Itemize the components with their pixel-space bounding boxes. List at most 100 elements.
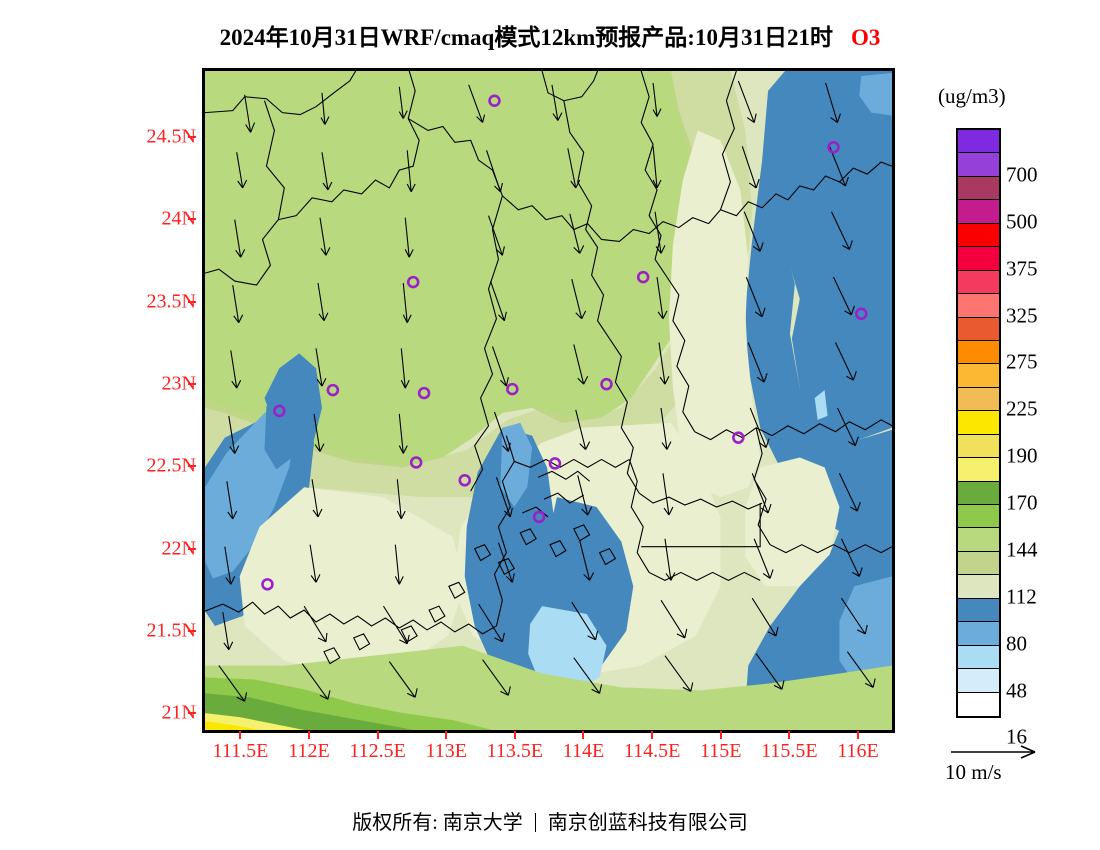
- contour-band-80-112-northeast: [770, 71, 892, 440]
- colorbar-band: [958, 669, 999, 693]
- colorbar-tick-label: 375: [1006, 256, 1038, 281]
- colorbar-tick-label: 275: [1006, 349, 1038, 374]
- colorbar-band: [958, 130, 999, 154]
- wind-vectors: [218, 80, 876, 702]
- x-axis-label: 113E: [425, 740, 467, 762]
- footer-copyright-text: 版权所有: 南京大学: [352, 812, 523, 834]
- colorbar-band: [958, 364, 999, 388]
- contour-patch-48-80-ne: [859, 72, 892, 116]
- colorbar-tick-label: 500: [1006, 209, 1038, 234]
- chart-title: 2024年10月31日WRF/cmaq模式12km预报产品:10月31日21时 …: [0, 18, 1100, 52]
- x-axis-label: 115.5E: [761, 740, 818, 762]
- x-axis-label: 115E: [699, 740, 742, 762]
- colorbar-tick-label: 190: [1006, 443, 1038, 468]
- x-axis-label: 112.5E: [349, 740, 406, 762]
- x-axis-tick: [719, 731, 722, 739]
- x-axis-label: 112E: [288, 740, 330, 762]
- colorbar-tick-label: 48: [1006, 678, 1027, 703]
- right-arrow-icon: [951, 745, 1036, 759]
- colorbar-band: [958, 294, 999, 318]
- contour-estuary-core-16-48: [528, 606, 607, 694]
- colorbar-tick-label: 700: [1006, 162, 1038, 187]
- colorbar-band: [958, 200, 999, 224]
- colorbar-tick-label: 325: [1006, 303, 1038, 328]
- footer-copyright: 版权所有: 南京大学 南京创蓝科技有限公司: [0, 806, 1100, 835]
- y-axis-tick: [188, 136, 196, 139]
- contour-band-112-144: [205, 71, 701, 468]
- x-axis-label: 111.5E: [212, 740, 269, 762]
- colorbar-band: [958, 434, 999, 459]
- colorbar-band: [958, 598, 999, 623]
- y-axis-label: 23.5N: [146, 290, 196, 313]
- x-axis-tick: [582, 731, 585, 739]
- x-axis-tick: [856, 731, 859, 739]
- x-axis-tick: [513, 731, 516, 739]
- colorbar-band: [958, 317, 999, 341]
- x-axis-tick: [308, 731, 311, 739]
- colorbar-units-label: (ug/m3): [938, 84, 1006, 108]
- contour-streak-112e: [264, 400, 297, 470]
- colorbar-band: [958, 528, 999, 552]
- colorbar-band: [958, 270, 999, 295]
- colorbar-tick-label: 80: [1006, 631, 1027, 656]
- y-axis-label: 21N: [161, 701, 196, 724]
- y-axis-tick: [188, 465, 196, 468]
- colorbar-band: [958, 622, 999, 646]
- y-axis-tick: [188, 383, 196, 386]
- colorbar-band: [958, 340, 999, 365]
- x-axis-tick: [788, 731, 791, 739]
- colorbar-band: [958, 551, 999, 576]
- contour-tongue-cream: [745, 457, 840, 587]
- y-axis-label: 24.5N: [146, 125, 196, 148]
- x-axis-label: 114.5E: [623, 740, 681, 762]
- colorbar-tick-label: 225: [1006, 396, 1038, 421]
- colorbar-tick-label: 144: [1006, 537, 1038, 562]
- x-axis-label: 116E: [837, 740, 879, 762]
- x-axis-tick: [651, 731, 654, 739]
- map-contour-canvas: [205, 71, 892, 730]
- y-axis-label: 21.5N: [146, 619, 196, 642]
- colorbar-tick-label: 170: [1006, 490, 1038, 515]
- y-axis-tick: [188, 547, 196, 550]
- contour-band-80-112-channel: [668, 130, 761, 498]
- contour-corridor-sw-cream: [239, 487, 465, 676]
- y-axis-label: 22.5N: [146, 454, 196, 477]
- title-species-label: O3: [850, 25, 881, 50]
- colorbar-band: [958, 247, 999, 271]
- y-axis-tick: [188, 300, 196, 303]
- colorbar-band: [958, 481, 999, 505]
- contour-band-80-112-ne-lower: [745, 71, 892, 537]
- y-axis: 24.5N 24N 23.5N 23N 22.5N 22N 21.5N 21N: [118, 68, 196, 733]
- y-axis-label: 24N: [161, 207, 196, 230]
- colorbar-band: [958, 505, 999, 529]
- y-axis-label: 23N: [161, 372, 196, 395]
- colorbar-band: [958, 176, 999, 201]
- colorbar-tick-labels: 700 500 375 325 275 225 190 170 144 112 80 48 16: [1006, 128, 1100, 749]
- station-markers: [261, 94, 868, 591]
- footer-divider: [534, 813, 536, 832]
- contour-sliver-16-48: [814, 390, 828, 420]
- y-axis-label: 22N: [161, 537, 196, 560]
- colorbar-band: [958, 645, 999, 670]
- colorbar-band: [958, 411, 999, 435]
- x-axis-label: 114E: [562, 740, 605, 762]
- y-axis-tick: [188, 218, 196, 221]
- y-axis-tick: [188, 712, 196, 715]
- colorbar-band: [958, 692, 999, 716]
- footer-company-text: 南京创蓝科技有限公司: [547, 812, 748, 834]
- x-axis-tick: [239, 731, 242, 739]
- x-axis-tick: [445, 731, 448, 739]
- colorbar[interactable]: [956, 128, 1001, 718]
- colorbar-band: [958, 575, 999, 599]
- forecast-map[interactable]: [202, 68, 895, 733]
- colorbar-tick-label: 112: [1006, 584, 1037, 609]
- colorbar-band: [958, 153, 999, 177]
- wind-scale-legend: 10 m/s: [945, 742, 1075, 785]
- boundary-lines: [205, 71, 892, 665]
- x-axis-label: 113.5E: [486, 740, 544, 762]
- x-axis-tick: [376, 731, 379, 739]
- colorbar-band: [958, 223, 999, 248]
- x-axis: 111.5E 112E 112.5E 113E 113.5E 114E 114.5E 115E…: [202, 731, 895, 768]
- wind-scale-label: 10 m/s: [945, 760, 1002, 784]
- title-text: 2024年10月31日WRF/cmaq模式12km预报产品:10月31日21时: [219, 25, 833, 50]
